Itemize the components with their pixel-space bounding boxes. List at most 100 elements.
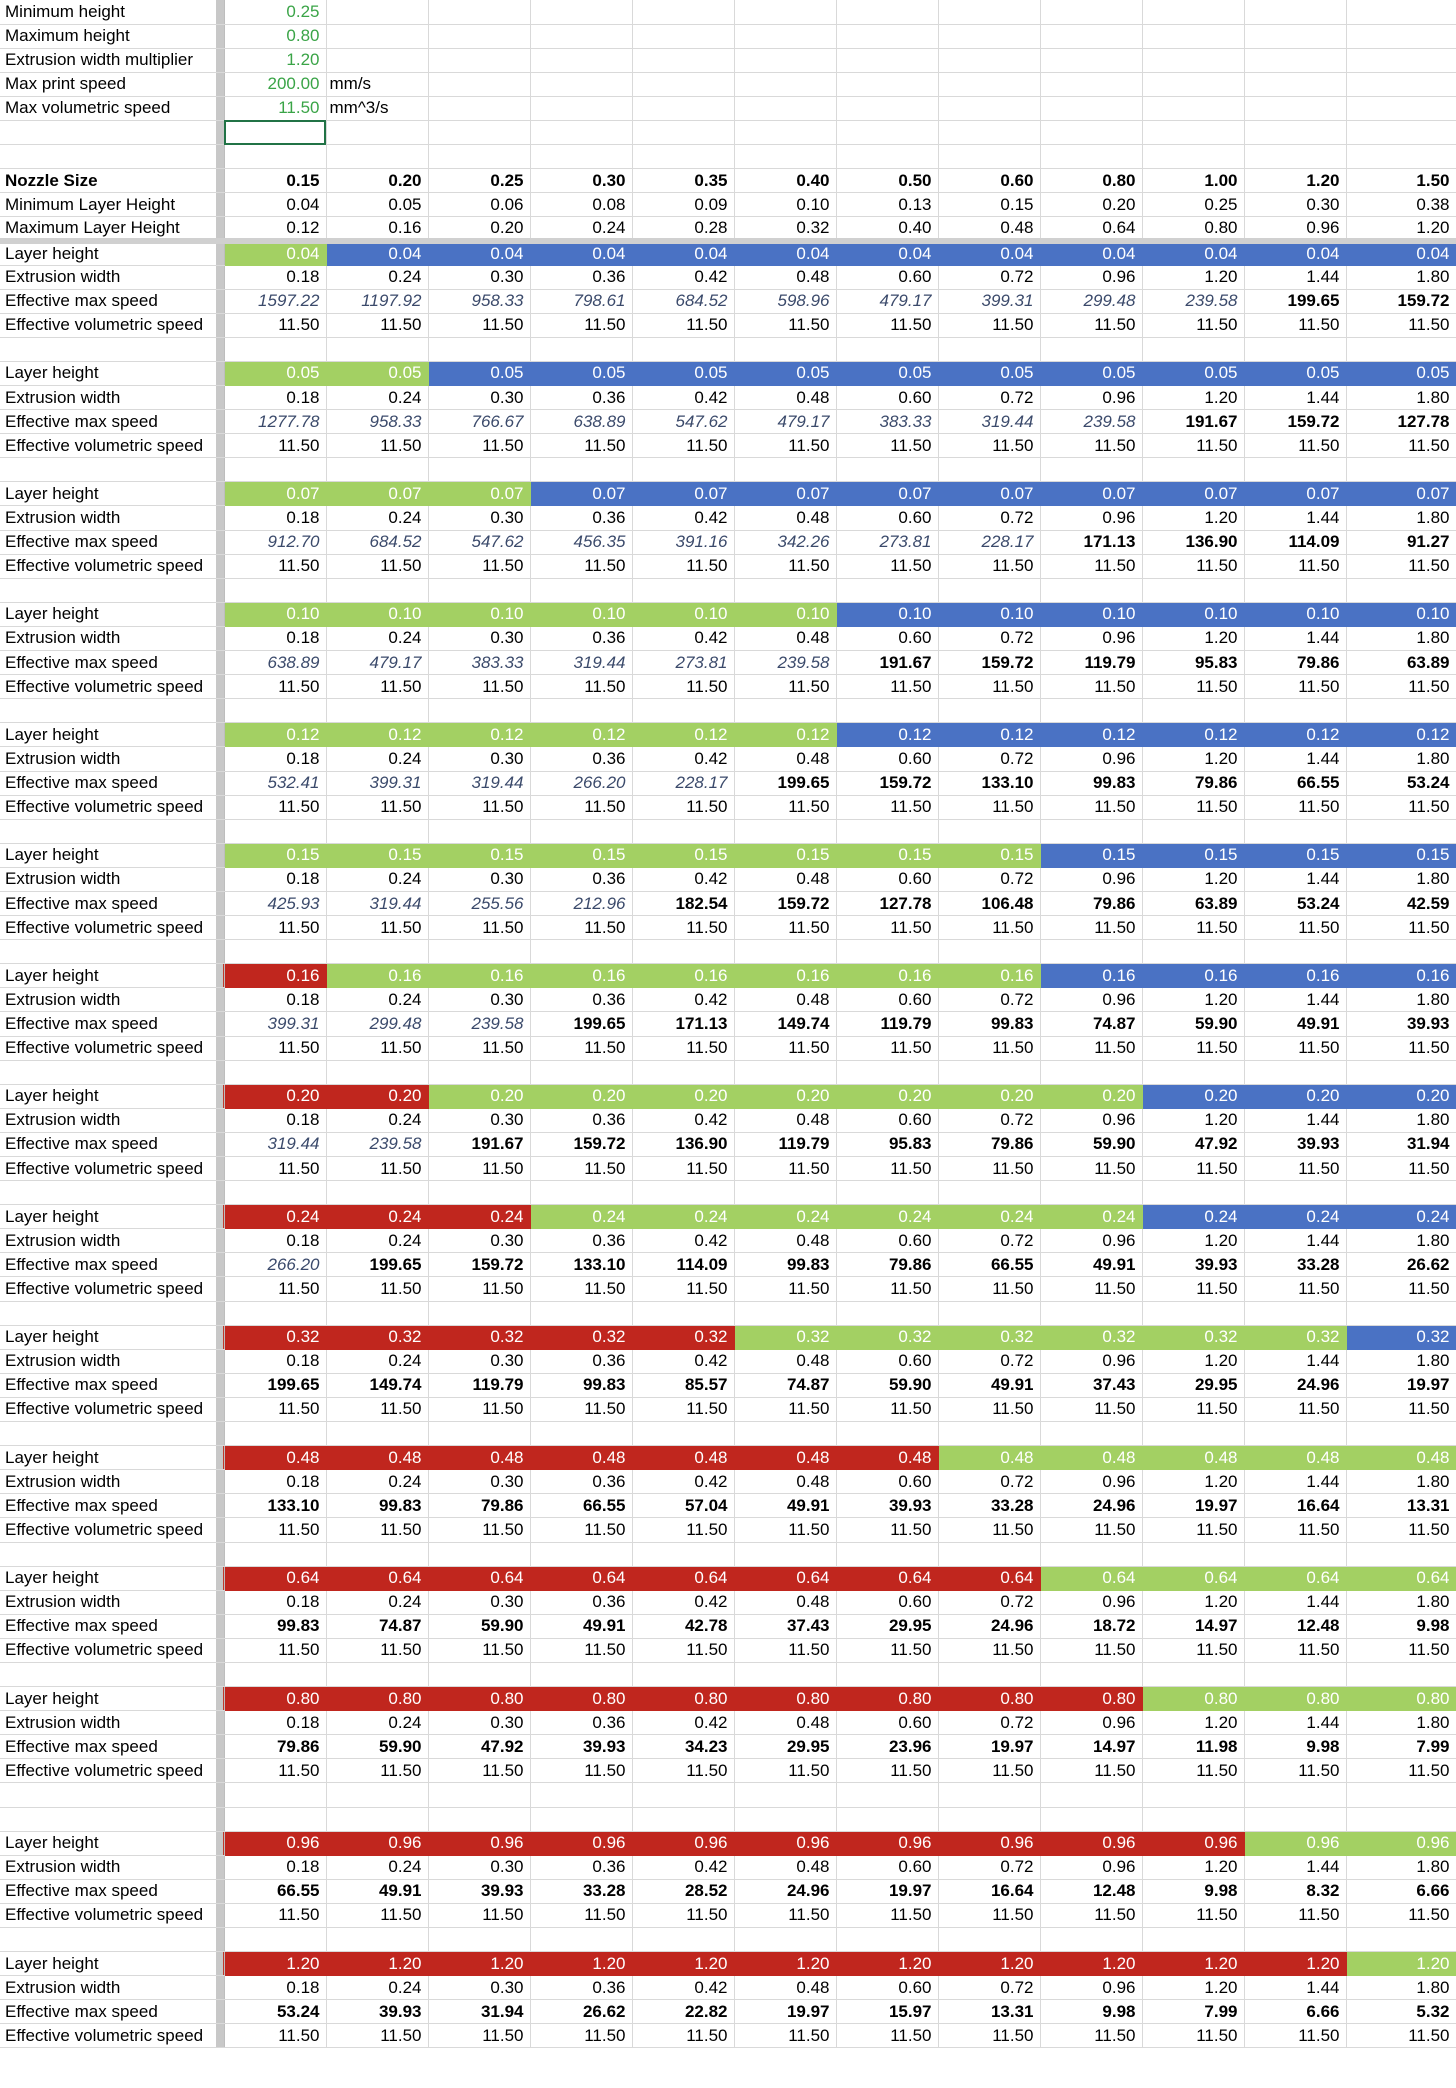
effective-volumetric-speed-cell[interactable]: 11.50 — [428, 795, 531, 820]
effective-volumetric-speed-cell[interactable]: 11.50 — [1040, 795, 1143, 820]
effective-max-speed-cell[interactable]: 239.58 — [428, 1011, 531, 1037]
empty-cell[interactable] — [938, 1542, 1041, 1567]
layer-height-cell[interactable]: 0.04 — [530, 240, 633, 266]
extrusion-width-cell[interactable]: 0.42 — [632, 746, 735, 772]
effective-max-speed-cell[interactable]: 119.79 — [428, 1373, 531, 1398]
empty-cell[interactable] — [632, 0, 735, 25]
effective-max-speed-cell[interactable]: 7.99 — [1346, 1734, 1456, 1760]
effective-volumetric-speed-cell[interactable]: 11.50 — [938, 1638, 1041, 1663]
layer-height-cell[interactable]: 0.80 — [1142, 1686, 1245, 1712]
effective-max-speed-cell[interactable]: 85.57 — [632, 1373, 735, 1398]
empty-cell[interactable] — [1244, 1782, 1347, 1808]
effective-max-speed-cell[interactable]: 14.97 — [1040, 1734, 1143, 1760]
empty-cell[interactable] — [1244, 819, 1347, 844]
extrusion-width-cell[interactable]: 1.80 — [1346, 1590, 1456, 1615]
extrusion-width-cell[interactable]: 0.36 — [530, 1975, 633, 2001]
effective-volumetric-speed-cell[interactable]: 11.50 — [632, 1638, 735, 1663]
layer-height-cell[interactable]: 0.20 — [1346, 1084, 1456, 1109]
empty-cell[interactable] — [530, 1060, 633, 1085]
layer-height-cell[interactable]: 1.20 — [1346, 1951, 1456, 1977]
empty-cell[interactable] — [1040, 120, 1143, 146]
empty-cell[interactable] — [1346, 1782, 1456, 1808]
layer-height-cell[interactable]: 0.12 — [428, 722, 531, 748]
effective-max-speed-cell[interactable]: 66.55 — [938, 1252, 1041, 1278]
effective-volumetric-speed-cell[interactable]: 11.50 — [224, 2023, 327, 2049]
empty-cell[interactable] — [326, 1301, 429, 1326]
empty-cell[interactable] — [734, 1662, 837, 1688]
empty-cell[interactable] — [938, 1927, 1041, 1953]
extrusion-width-cell[interactable]: 0.42 — [632, 1975, 735, 2001]
layer-height-cell[interactable]: 0.96 — [632, 1831, 735, 1856]
effective-volumetric-speed-cell[interactable]: 11.50 — [530, 1638, 633, 1663]
effective-max-speed-cell[interactable]: 133.10 — [530, 1252, 633, 1278]
empty-cell[interactable] — [1346, 457, 1456, 483]
extrusion-width-cell[interactable]: 0.60 — [836, 987, 939, 1013]
extrusion-width-cell[interactable]: 0.36 — [530, 505, 633, 531]
extrusion-width-cell[interactable]: 0.60 — [836, 265, 939, 290]
effective-volumetric-speed-cell[interactable]: 11.50 — [734, 1903, 837, 1929]
empty-cell[interactable] — [1142, 578, 1245, 603]
effective-max-speed-cell[interactable]: 11.98 — [1142, 1734, 1245, 1760]
empty-cell[interactable] — [224, 578, 327, 603]
layer-height-cell[interactable]: 0.04 — [1346, 240, 1456, 266]
layer-height-cell[interactable]: 0.64 — [530, 1566, 633, 1591]
effective-max-speed-cell[interactable]: 59.90 — [1142, 1011, 1245, 1037]
layer-height-cell[interactable]: 0.12 — [530, 722, 633, 748]
extrusion-width-cell[interactable]: 0.48 — [734, 1469, 837, 1495]
layer-height-cell[interactable]: 0.04 — [1040, 240, 1143, 266]
empty-cell[interactable] — [938, 1301, 1041, 1326]
extrusion-width-cell[interactable]: 0.72 — [938, 1108, 1041, 1133]
layer-height-cell[interactable]: 0.32 — [224, 1325, 327, 1350]
layer-height-cell[interactable]: 0.04 — [224, 240, 327, 266]
empty-cell[interactable] — [1244, 144, 1347, 170]
extrusion-width-cell[interactable]: 0.60 — [836, 1228, 939, 1254]
layer-height-cell[interactable]: 0.04 — [734, 240, 837, 266]
empty-cell[interactable] — [326, 939, 429, 965]
empty-cell[interactable] — [428, 819, 531, 844]
layer-height-cell[interactable]: 0.24 — [734, 1204, 837, 1230]
layer-height-cell[interactable]: 0.64 — [428, 1566, 531, 1591]
empty-cell[interactable] — [530, 337, 633, 362]
layer-height-cell[interactable]: 0.96 — [734, 1831, 837, 1856]
extrusion-width-cell[interactable]: 0.60 — [836, 1590, 939, 1615]
effective-max-speed-cell[interactable]: 319.44 — [530, 650, 633, 676]
effective-volumetric-speed-cell[interactable]: 11.50 — [938, 1156, 1041, 1182]
effective-volumetric-speed-cell[interactable]: 11.50 — [530, 554, 633, 579]
extrusion-width-cell[interactable]: 0.96 — [1040, 1349, 1143, 1374]
extrusion-width-cell[interactable]: 1.80 — [1346, 265, 1456, 290]
extrusion-width-cell[interactable]: 0.72 — [938, 1975, 1041, 2001]
param-unit[interactable] — [326, 0, 429, 25]
effective-max-speed-cell[interactable]: 37.43 — [1040, 1373, 1143, 1398]
extrusion-width-cell[interactable]: 0.24 — [326, 1590, 429, 1615]
effective-volumetric-speed-cell[interactable]: 11.50 — [428, 1036, 531, 1061]
param-value[interactable]: 200.00 — [224, 72, 327, 97]
effective-max-speed-cell[interactable]: 19.97 — [938, 1734, 1041, 1760]
effective-max-speed-cell[interactable]: 798.61 — [530, 289, 633, 314]
extrusion-width-cell[interactable]: 0.36 — [530, 1349, 633, 1374]
extrusion-width-cell[interactable]: 1.80 — [1346, 867, 1456, 892]
empty-cell[interactable] — [938, 24, 1041, 49]
extrusion-width-cell[interactable]: 0.24 — [326, 1108, 429, 1133]
effective-max-speed-cell[interactable]: 191.67 — [1142, 409, 1245, 435]
layer-height-cell[interactable]: 0.16 — [224, 963, 327, 989]
extrusion-width-cell[interactable]: 0.42 — [632, 987, 735, 1013]
empty-cell[interactable] — [1142, 48, 1245, 73]
nozzle-size-cell[interactable]: 1.50 — [1346, 168, 1456, 194]
empty-cell[interactable] — [1142, 457, 1245, 483]
empty-cell[interactable] — [1142, 1180, 1245, 1206]
effective-volumetric-speed-cell[interactable]: 11.50 — [836, 313, 939, 338]
layer-height-cell[interactable]: 0.05 — [1040, 361, 1143, 387]
effective-volumetric-speed-cell[interactable]: 11.50 — [1142, 554, 1245, 579]
effective-volumetric-speed-cell[interactable]: 11.50 — [938, 1397, 1041, 1423]
effective-volumetric-speed-cell[interactable]: 11.50 — [734, 1036, 837, 1061]
empty-cell[interactable] — [632, 1060, 735, 1085]
effective-max-speed-cell[interactable]: 12.48 — [1244, 1614, 1347, 1639]
extrusion-width-cell[interactable]: 0.48 — [734, 626, 837, 652]
effective-volumetric-speed-cell[interactable]: 11.50 — [1040, 1276, 1143, 1302]
extrusion-width-cell[interactable]: 0.96 — [1040, 1855, 1143, 1880]
layer-height-cell[interactable]: 0.20 — [224, 1084, 327, 1109]
layer-height-cell[interactable]: 0.12 — [1244, 722, 1347, 748]
extrusion-width-cell[interactable]: 0.72 — [938, 1469, 1041, 1495]
effective-max-speed-cell[interactable]: 49.91 — [326, 1879, 429, 1904]
extrusion-width-cell[interactable]: 1.80 — [1346, 1855, 1456, 1880]
